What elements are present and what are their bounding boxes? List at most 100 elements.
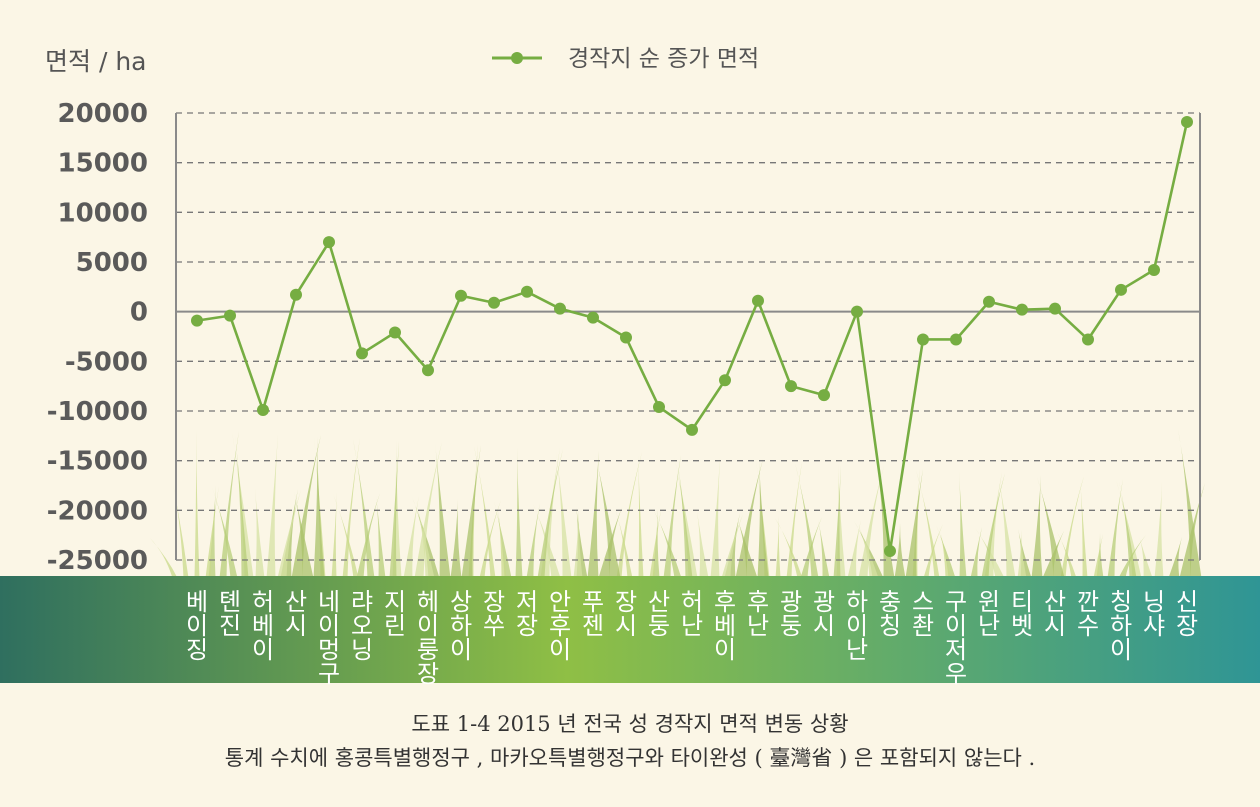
grass-blade bbox=[638, 454, 644, 578]
data-point bbox=[356, 347, 368, 360]
grass-blade bbox=[389, 441, 399, 578]
grass-blade bbox=[1017, 530, 1027, 578]
data-point bbox=[1082, 333, 1094, 346]
grass-blade bbox=[818, 519, 830, 578]
data-point bbox=[1049, 302, 1061, 315]
grass-blade bbox=[208, 485, 216, 578]
grass-blade bbox=[314, 436, 326, 578]
grass-blade bbox=[649, 510, 661, 578]
grass-blade bbox=[1107, 479, 1123, 578]
data-point bbox=[389, 326, 401, 339]
y-tick-label: -5000 bbox=[65, 347, 148, 377]
grass-blade bbox=[757, 461, 769, 578]
grass-blade bbox=[232, 432, 254, 578]
grass-blade bbox=[173, 484, 189, 578]
data-point bbox=[1148, 263, 1160, 276]
grass-blade bbox=[537, 449, 563, 578]
grass-blade bbox=[847, 520, 861, 578]
grass-blade bbox=[959, 471, 967, 578]
data-point bbox=[587, 311, 599, 324]
grass-blade bbox=[497, 502, 507, 578]
data-point bbox=[191, 314, 203, 327]
grass-blade bbox=[194, 430, 200, 578]
grass-blade bbox=[450, 499, 462, 578]
grass-blade bbox=[998, 474, 1016, 578]
grass-blade bbox=[1116, 480, 1142, 578]
grass-blade bbox=[435, 443, 451, 578]
grass-blade bbox=[857, 522, 879, 578]
data-point bbox=[257, 404, 269, 417]
data-point bbox=[1016, 303, 1028, 316]
grass-blade bbox=[266, 434, 278, 578]
grass-blade bbox=[710, 458, 720, 578]
grass-blade bbox=[205, 486, 219, 578]
data-point bbox=[884, 545, 896, 558]
data-point bbox=[917, 333, 929, 346]
data-point bbox=[422, 364, 434, 377]
grass-blade bbox=[677, 457, 693, 578]
y-tick-label: 15000 bbox=[58, 149, 148, 179]
grass-blade bbox=[905, 469, 923, 578]
grass-blade bbox=[573, 506, 583, 578]
grass-blade bbox=[255, 488, 265, 578]
data-point bbox=[290, 288, 302, 301]
grass-blade bbox=[1139, 536, 1153, 578]
grass-blade bbox=[663, 455, 681, 578]
grass-blade bbox=[494, 501, 512, 578]
axes bbox=[175, 113, 1201, 560]
data-point bbox=[686, 423, 698, 436]
data-point bbox=[1181, 115, 1193, 128]
grass-blade bbox=[461, 445, 481, 578]
grass-blade bbox=[353, 439, 375, 578]
grass-blade bbox=[697, 512, 709, 578]
grass-blade bbox=[981, 473, 1005, 578]
data-point bbox=[983, 295, 995, 308]
grass-blade bbox=[415, 498, 435, 578]
grass-blade bbox=[970, 527, 982, 578]
grid-lines bbox=[176, 112, 1200, 561]
grass-blade bbox=[277, 490, 301, 578]
data-point bbox=[554, 302, 566, 315]
grass-blade bbox=[756, 460, 770, 578]
figure-note: 통계 수치에 홍콩특별행정구 , 마카오특별행정구와 타이완성 ( 臺灣省 ) … bbox=[224, 746, 1036, 770]
data-point bbox=[488, 296, 500, 309]
grass-blade bbox=[795, 463, 819, 578]
y-axis-label: 면적 / ha bbox=[45, 47, 146, 76]
grass-blade bbox=[916, 470, 940, 578]
legend-series-name: 경작지 순 증가 면적 bbox=[568, 46, 759, 72]
data-point bbox=[323, 236, 335, 249]
data-point bbox=[752, 294, 764, 307]
x-category-labels: 베 이 징 톈 진 허 베 이 산 시 네 이 멍 구 랴 오 닝 지 린 헤 이 룽 장 상 하 이 장 쑤저 장 안 후 이 푸 젠장 시산 둥허… bbox=[186, 588, 1198, 688]
grass-blade bbox=[219, 431, 239, 578]
data-point bbox=[521, 285, 533, 298]
y-tick-label: -20000 bbox=[47, 496, 148, 526]
grass-blade bbox=[474, 446, 496, 578]
y-tick-label: 5000 bbox=[76, 248, 148, 278]
grass-blade bbox=[526, 503, 540, 578]
data-point bbox=[224, 309, 236, 322]
y-tick-label: 10000 bbox=[58, 198, 148, 228]
grass-blade bbox=[515, 447, 523, 578]
y-tick-label: 0 bbox=[130, 298, 148, 328]
y-tick-label: 20000 bbox=[58, 99, 148, 129]
